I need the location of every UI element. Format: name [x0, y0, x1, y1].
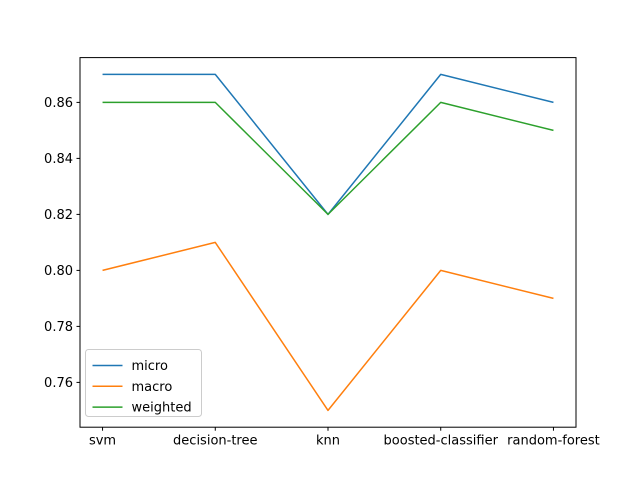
legend-label-micro: micro: [132, 359, 168, 374]
legend-label-macro: macro: [132, 380, 173, 395]
y-tick-label: 0.78: [44, 320, 73, 335]
series-line-macro: [102, 241, 554, 412]
y-tick-label: 0.76: [44, 376, 73, 391]
x-tick-label: svm: [89, 434, 116, 449]
x-tick-label: decision-tree: [173, 434, 257, 449]
x-tick-label: boosted-classifier: [384, 434, 499, 449]
x-tick-label: random-forest: [507, 434, 600, 449]
y-tick-label: 0.84: [44, 152, 73, 167]
series-line-micro: [102, 73, 554, 216]
legend-label-weighted: weighted: [132, 401, 192, 416]
y-tick-label: 0.80: [44, 264, 73, 279]
x-tick-label: knn: [316, 434, 340, 449]
y-tick-label: 0.86: [44, 96, 73, 111]
y-tick-label: 0.82: [44, 208, 73, 223]
series-line-weighted: [102, 101, 554, 216]
